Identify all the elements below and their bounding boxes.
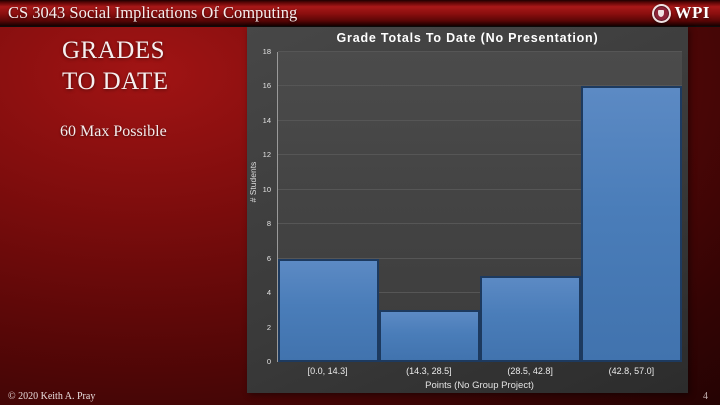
gridline <box>278 223 682 225</box>
gridline <box>278 85 682 87</box>
slide-subtitle: 60 Max Possible <box>60 123 167 140</box>
chart-bar <box>278 258 379 362</box>
y-tick-label: 18 <box>262 47 271 56</box>
y-tick-label: 0 <box>266 357 271 366</box>
y-tick-label: 2 <box>266 322 271 332</box>
page-number: 4 <box>703 391 708 402</box>
copyright: © 2020 Keith A. Pray <box>8 391 96 402</box>
slide-title-line2: TO DATE <box>62 67 169 95</box>
course-title: CS 3043 Social Implications Of Computing <box>8 3 298 22</box>
chart-bar <box>480 275 581 362</box>
gridline <box>278 51 682 52</box>
x-tick-label: (14.3, 28.5] <box>406 366 452 376</box>
slide-title-line1: GRADES <box>62 37 166 64</box>
chart-title: Grade Totals To Date (No Presentation) <box>336 31 599 45</box>
gridline <box>278 188 682 190</box>
y-tick-label: 14 <box>262 115 271 125</box>
plot-area <box>277 51 682 362</box>
chart-panel: Grade Totals To Date (No Presentation) #… <box>247 27 688 393</box>
wpi-logo-text: WPI <box>674 3 710 22</box>
header-bar: CS 3043 Social Implications Of Computing… <box>0 0 720 27</box>
gridline <box>278 154 682 156</box>
gridline <box>278 257 682 259</box>
x-axis-label: Points (No Group Project) <box>425 380 534 391</box>
y-tick-label: 6 <box>266 253 271 263</box>
wpi-logo: WPI <box>651 3 720 23</box>
chart-bar <box>581 86 682 362</box>
x-tick-label: [0.0, 14.3] <box>307 366 348 376</box>
x-tick-label: (42.8, 57.0] <box>608 366 655 376</box>
y-tick-label: 8 <box>266 219 271 229</box>
y-tick-label: 16 <box>262 81 271 91</box>
slide-title-block: GRADES TO DATE 60 Max Possible <box>60 36 169 141</box>
y-tick-label: 10 <box>262 184 271 194</box>
gridline <box>278 119 682 121</box>
wpi-seal-icon <box>651 3 671 23</box>
x-tick-label: (28.5, 42.8] <box>507 366 553 376</box>
slide-title: GRADES TO DATE <box>62 36 169 97</box>
x-axis-ticks: [0.0, 14.3] (14.3, 28.5] (28.5, 42.8] (42.8… <box>277 366 682 376</box>
y-tick-label: 12 <box>262 150 271 160</box>
chart-bar <box>379 310 480 362</box>
y-tick-label: 4 <box>266 288 271 298</box>
wpi-seal-inner <box>653 5 669 21</box>
y-axis-ticks: 0 2 4 6 8 10 12 14 16 18 <box>247 47 274 366</box>
wpi-seal-shield <box>658 9 664 17</box>
